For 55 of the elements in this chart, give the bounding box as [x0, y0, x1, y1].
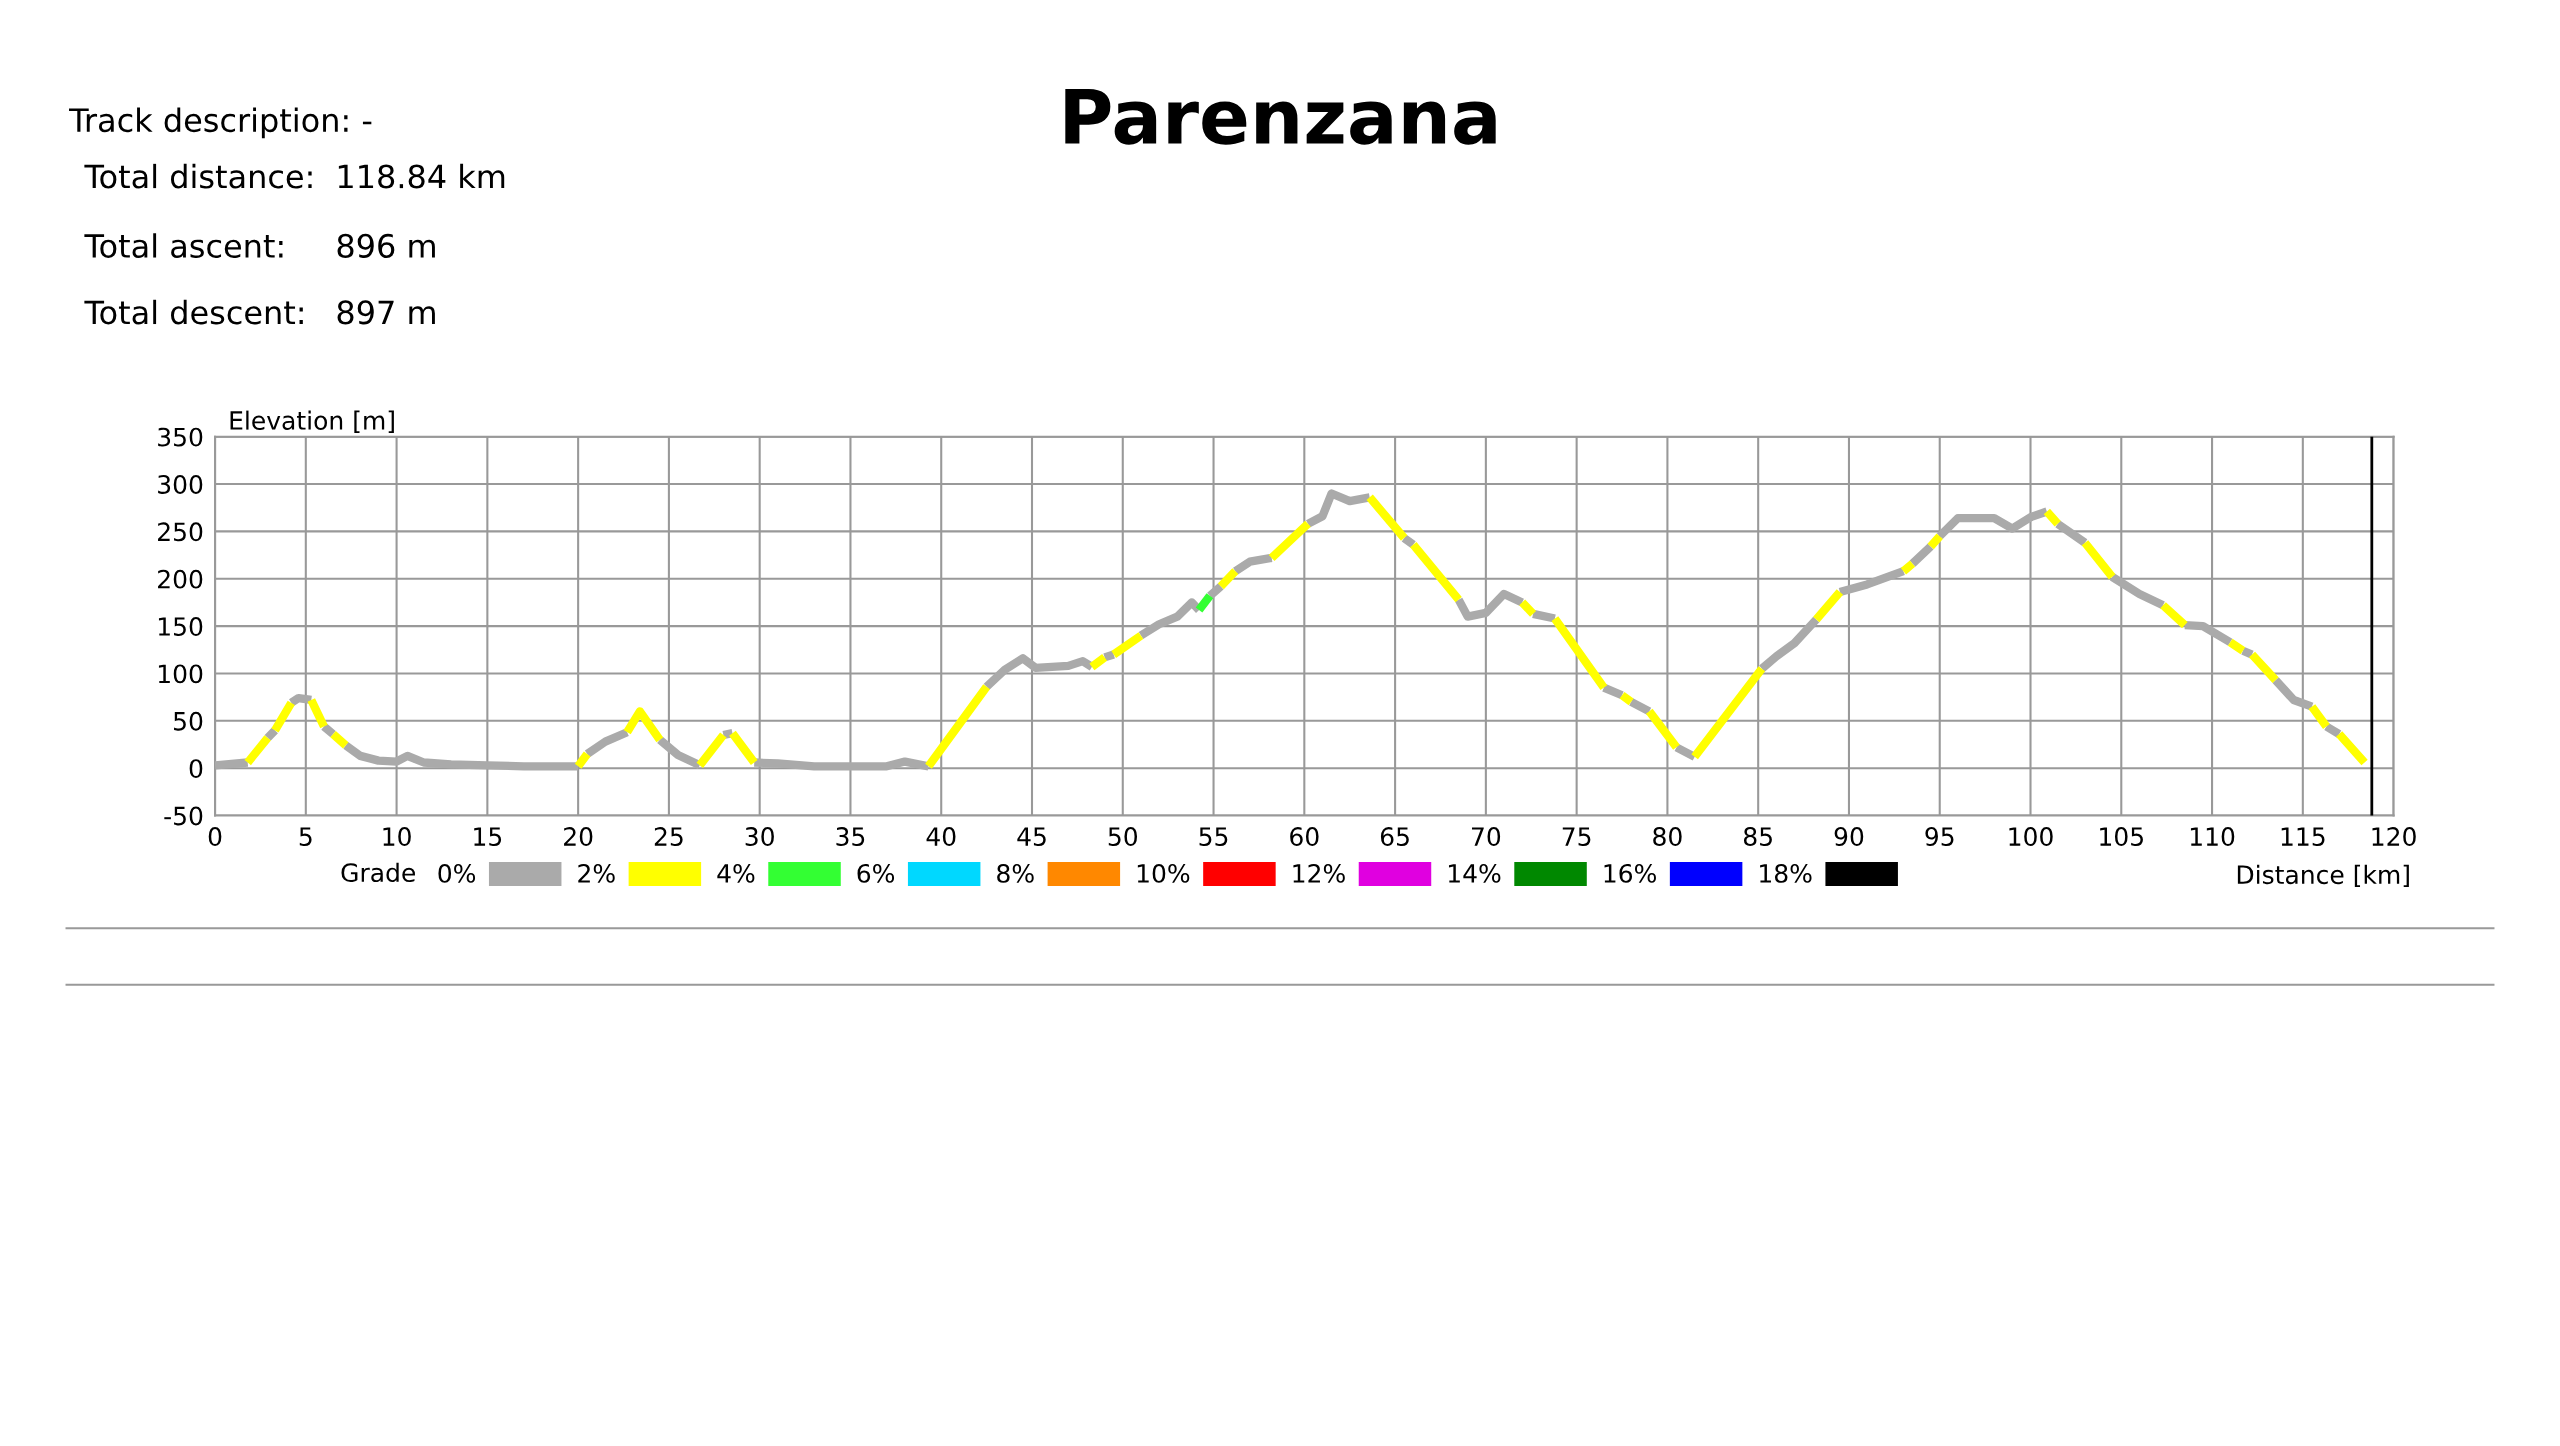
x-tick-label: 85 — [1743, 827, 1772, 847]
x-tick-label: 30 — [745, 827, 774, 847]
x-tick-label: 75 — [1562, 827, 1591, 847]
legend-label: 2% — [578, 863, 615, 883]
legend-label: 6% — [857, 863, 895, 883]
y-tick-label: 200 — [158, 569, 203, 589]
x-tick-label: 0 — [208, 827, 222, 847]
y-axis-title: Elevation [m] — [230, 410, 394, 433]
y-tick-label: 300 — [158, 474, 203, 494]
x-tick-label: 55 — [1199, 827, 1228, 847]
x-tick-label: 15 — [474, 827, 502, 847]
x-tick-label: 50 — [1108, 827, 1138, 847]
x-tick-label: 25 — [654, 827, 683, 847]
x-tick-label: 45 — [1017, 827, 1046, 847]
legend-label: 10% — [1137, 863, 1190, 883]
x-axis-title: Distance [km] — [2237, 864, 2409, 888]
x-tick-label: 95 — [1925, 827, 1954, 847]
x-tick-label: 70 — [1472, 827, 1501, 847]
x-tick-label: 35 — [836, 827, 865, 847]
text: Total distance: — [84, 163, 312, 189]
x-tick-label: 60 — [1290, 827, 1319, 847]
x-tick-label: 90 — [1834, 827, 1864, 847]
legend-title: Grade — [341, 862, 415, 883]
legend-label: 4% — [717, 863, 755, 883]
legend-label: 18% — [1760, 863, 1812, 883]
x-tick-label: 80 — [1653, 827, 1682, 847]
y-tick-label: 150 — [158, 617, 203, 636]
x-tick-label: 105 — [2100, 827, 2143, 847]
legend-label: 8% — [997, 863, 1034, 883]
x-tick-label: 40 — [926, 827, 956, 847]
legend-label: 12% — [1293, 863, 1345, 883]
legend-label: 16% — [1604, 863, 1656, 883]
y-tick-label: -50 — [164, 806, 203, 826]
x-tick-label: 20 — [564, 827, 593, 847]
chart-title: Parenzana — [1065, 88, 1496, 145]
x-tick-label: 110 — [2190, 827, 2235, 847]
text: 897 m — [337, 300, 435, 325]
x-tick-label: 5 — [299, 827, 312, 847]
y-tick-label: 0 — [189, 759, 203, 779]
text: 118.84 km — [338, 163, 505, 189]
y-tick-label: 50 — [174, 711, 203, 731]
text: Total descent: — [84, 299, 303, 325]
x-tick-label: 65 — [1380, 827, 1409, 847]
y-tick-label: 100 — [158, 664, 203, 684]
x-tick-label: 10 — [383, 827, 411, 847]
text: Track description: - — [69, 107, 372, 139]
x-tick-label: 100 — [2009, 827, 2053, 847]
y-tick-label: 250 — [158, 522, 203, 542]
x-tick-label: 115 — [2281, 827, 2325, 847]
text: 896 m — [337, 233, 435, 258]
legend-label: 14% — [1448, 863, 1501, 883]
legend-label: 0% — [438, 863, 476, 883]
y-tick-label: 350 — [158, 427, 203, 447]
text: Total ascent: — [84, 233, 283, 258]
x-tick-label: 120 — [2372, 827, 2416, 847]
